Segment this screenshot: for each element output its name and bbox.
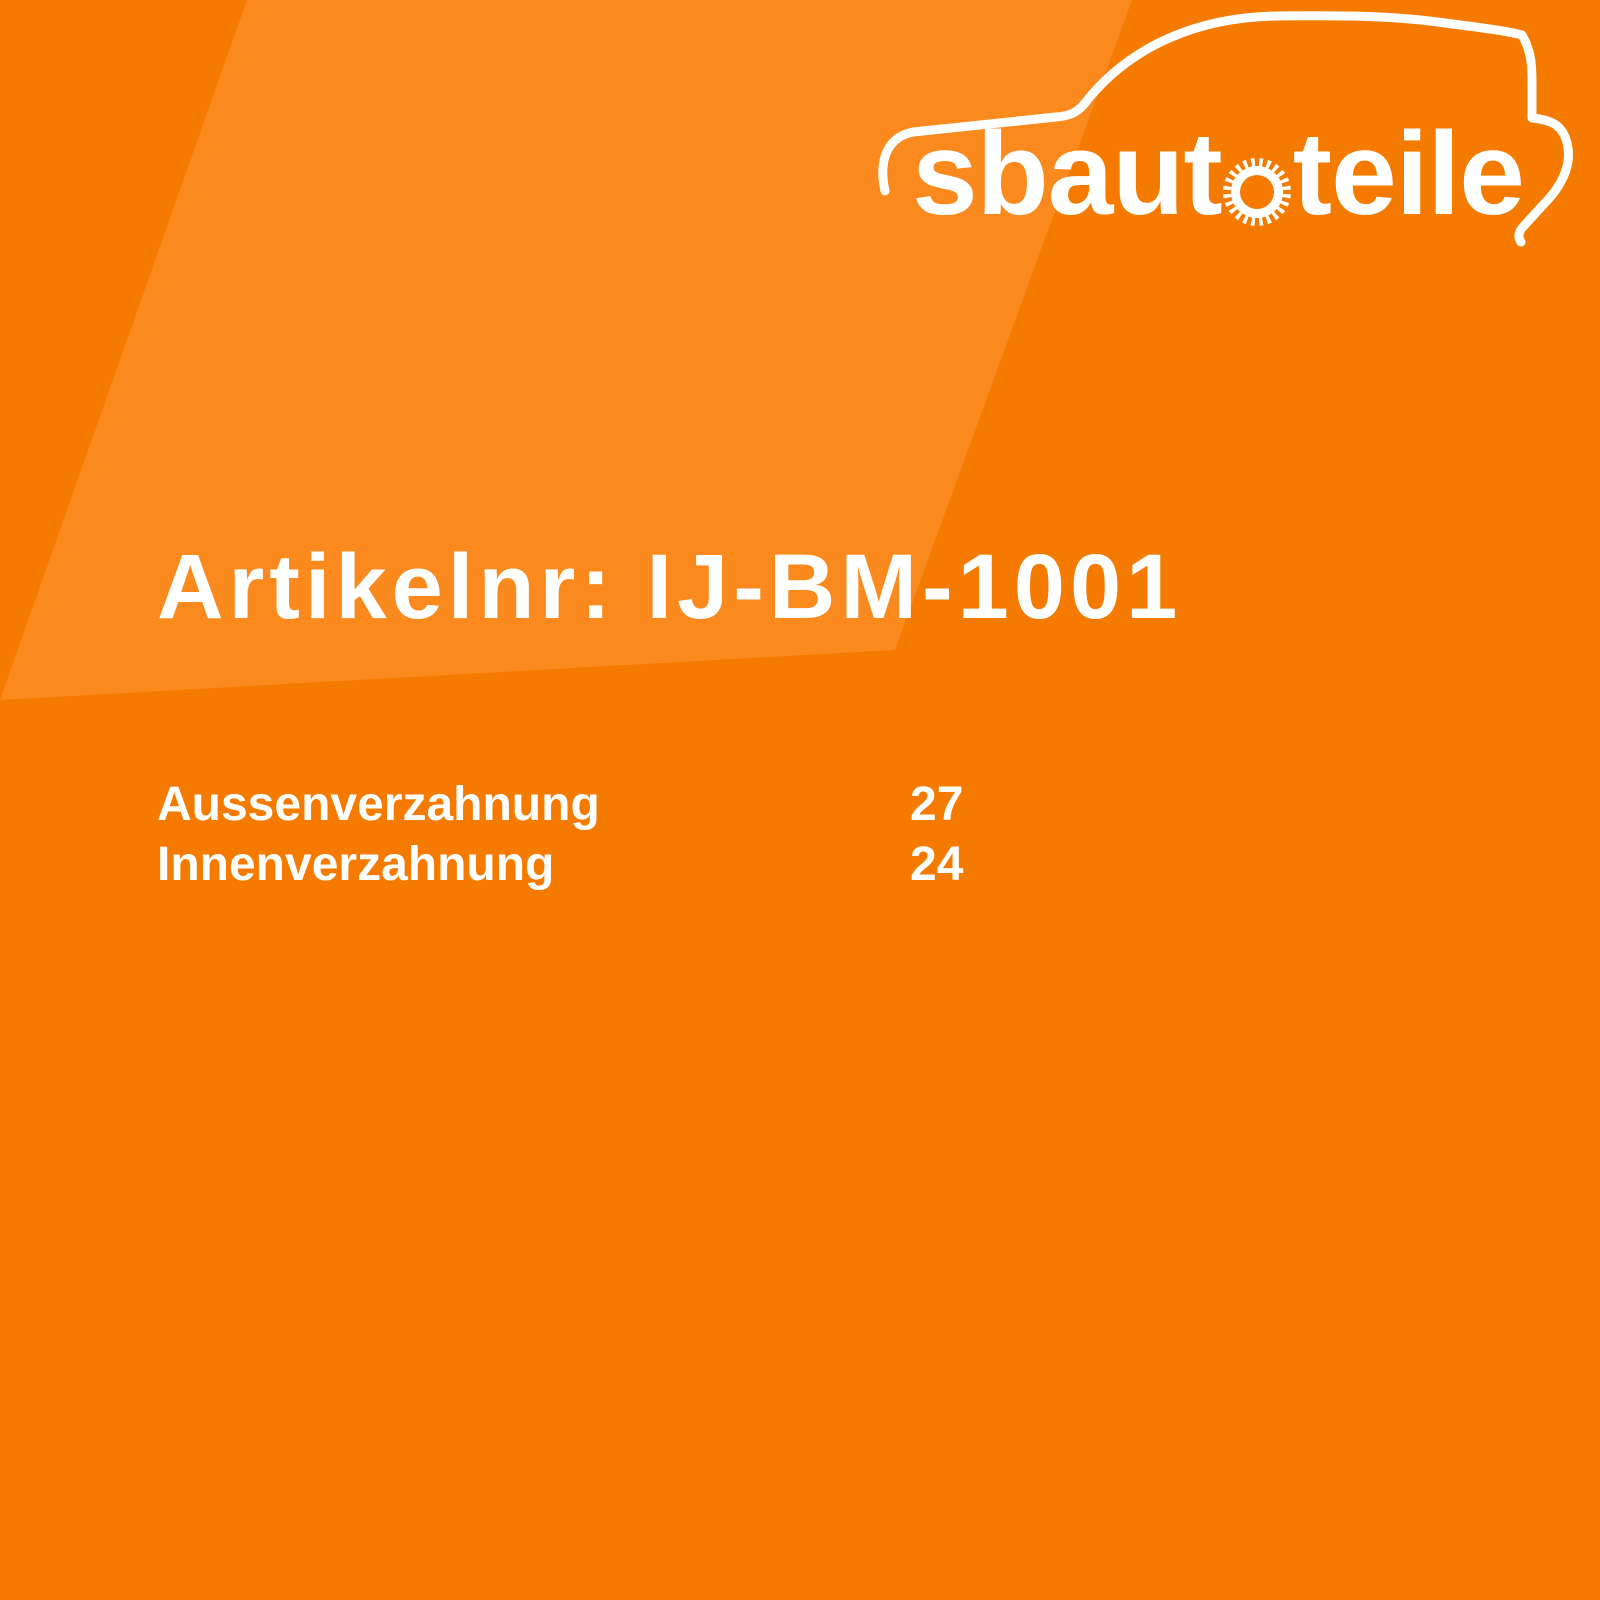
svg-text:teile: teile	[1293, 108, 1524, 240]
svg-text:sb: sb	[912, 108, 1048, 240]
svg-text:aut: aut	[1048, 108, 1222, 240]
